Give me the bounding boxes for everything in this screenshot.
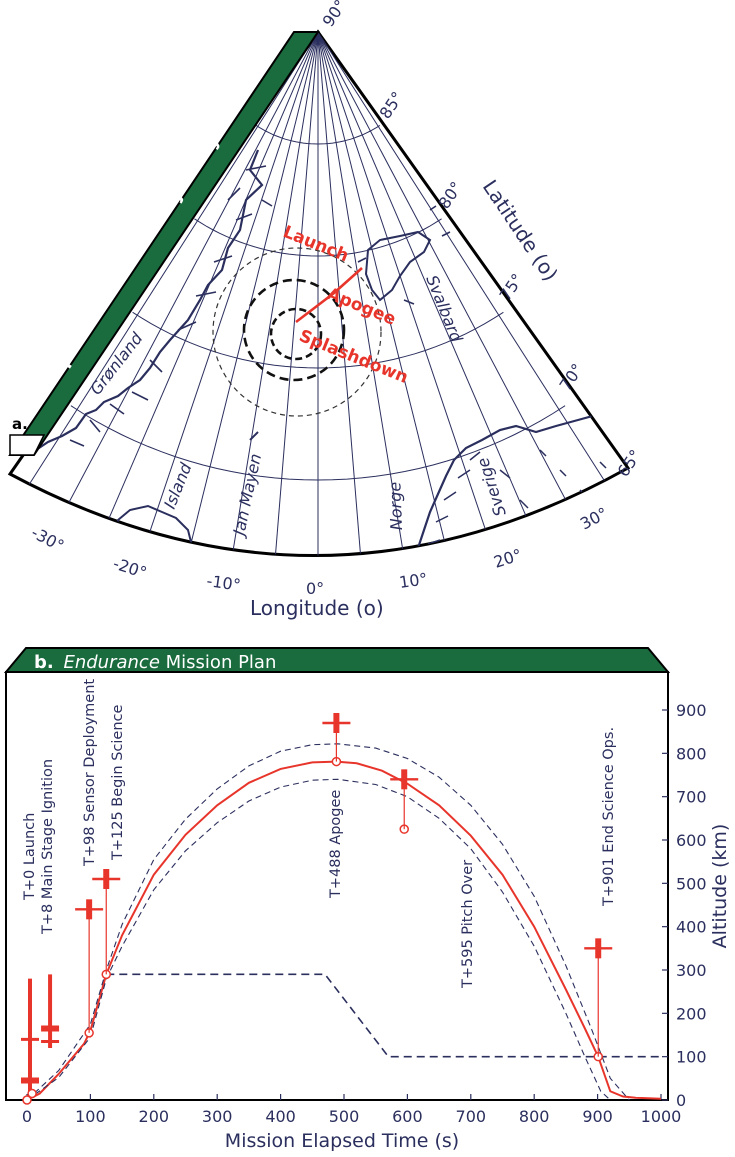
svalbard-coast <box>364 230 432 302</box>
meridian-line <box>55 32 319 528</box>
event-label-end-science: T+901 End Science Ops. <box>601 727 617 907</box>
altitude-nominal-line <box>26 760 662 1101</box>
y-axis-title: Altitude (km) <box>709 824 731 949</box>
map-interior <box>16 32 628 556</box>
x-tick-label: 300 <box>202 1107 233 1126</box>
y-tick-label: 500 <box>676 874 707 893</box>
map-panel: a. Map of Endurance Trajectory 90° 85° 8… <box>7 0 646 620</box>
event-labels: T+0 Launch T+8 Main Stage Ignition T+98 … <box>22 679 617 989</box>
payload-icon <box>595 938 602 959</box>
greenland-coast <box>21 149 264 454</box>
event-label-sensor: T+98 Sensor Deployment <box>82 679 98 867</box>
parallel-line <box>132 311 504 369</box>
meridian-line <box>317 32 454 556</box>
meridian-line <box>272 32 319 556</box>
event-label-launch: T+0 Launch <box>22 813 38 901</box>
x-tick-label: 1000 <box>641 1107 682 1126</box>
lon-label-m10: -10° <box>205 571 241 595</box>
x-tick-label: 400 <box>265 1107 296 1126</box>
meridian-line <box>96 32 319 547</box>
plot-frame <box>5 671 669 1101</box>
trajectory-track <box>295 267 363 324</box>
y-tick-label: 0 <box>676 1091 686 1110</box>
parallel-line <box>70 405 566 481</box>
altitude-lower-bound-line <box>26 778 611 1101</box>
x-tick-label: 100 <box>75 1107 106 1126</box>
meridian-line <box>138 32 319 556</box>
meridian-line <box>227 32 319 556</box>
plan-header-rest: Mission Plan <box>166 652 277 673</box>
meridian-line <box>317 32 540 547</box>
meridian-line <box>317 32 409 556</box>
mission-plan-panel: b. Endurance Mission Plan 0 100 200 300 400 5… <box>3 647 731 1152</box>
map-header-letter: a. <box>12 415 28 433</box>
plan-header-letter: b. <box>34 652 54 673</box>
event-label-apogee: T+488 Apogee <box>328 790 344 899</box>
range-circle-middle <box>242 278 346 382</box>
event-label-main-stage: T+8 Main Stage Ignition <box>40 759 56 935</box>
meridian-line <box>317 32 498 556</box>
y-tick-label: 900 <box>676 701 707 720</box>
y-tick-label: 200 <box>676 1004 707 1023</box>
meridian-line <box>317 32 581 528</box>
plot-axes: 0 100 200 300 400 500 600 700 800 900 100001002003… <box>22 701 707 1126</box>
lon-label-30: 30° <box>577 503 611 533</box>
range-circle-inner <box>269 307 323 361</box>
y-tick-label: 300 <box>676 961 707 980</box>
lon-label-m20: -20° <box>111 554 149 583</box>
lon-label-m30: -30° <box>28 523 67 556</box>
x-tick-label: 700 <box>456 1107 487 1126</box>
payload-icon <box>86 899 93 920</box>
jan-mayen <box>249 431 259 441</box>
event-label-pitch: T+595 Pitch Over <box>460 860 476 989</box>
event-marker <box>22 1095 32 1105</box>
x-tick-label: 600 <box>392 1107 423 1126</box>
scandinavia-coast <box>412 408 628 556</box>
lon-label-10: 10° <box>398 569 429 592</box>
greenland-coast-detail <box>69 165 273 447</box>
plot-series <box>26 743 662 1101</box>
meridian-line <box>16 32 319 505</box>
parallel-line <box>255 124 381 145</box>
plot-events <box>21 713 613 1105</box>
map-sector-outline <box>7 29 631 557</box>
plan-header-italic: Endurance <box>63 652 159 673</box>
svalbard-detail <box>357 205 451 305</box>
y-tick-label: 400 <box>676 918 707 937</box>
longitude-axis-title: Longitude (o) <box>250 596 384 620</box>
lon-label-0: 0° <box>306 579 324 598</box>
x-tick-label: 500 <box>329 1107 360 1126</box>
latitude-axis-title: Latitude (o) <box>478 175 563 285</box>
x-axis-title: Mission Elapsed Time (s) <box>225 1130 459 1152</box>
lat-label-65: 65° <box>614 446 646 480</box>
y-tick-label: 600 <box>676 831 707 850</box>
event-marker <box>27 1088 37 1099</box>
place-norway: Norge <box>385 481 406 530</box>
x-tick-label: 0 <box>22 1107 32 1126</box>
altitude-upper-bound-line <box>26 743 630 1101</box>
range-circle-outer <box>212 247 382 417</box>
science-altitude-threshold-line <box>106 973 661 1058</box>
x-tick-label: 200 <box>139 1107 170 1126</box>
y-tick-label: 700 <box>676 788 707 807</box>
lat-label-90: 90° <box>319 0 351 30</box>
payload-icon <box>401 769 408 790</box>
payload-icon <box>333 713 340 733</box>
x-tick-label: 800 <box>519 1107 550 1126</box>
lon-label-20: 20° <box>491 545 524 572</box>
payload-icon <box>103 869 110 889</box>
meridian-line <box>317 32 620 505</box>
plan-header-title: b. Endurance Mission Plan <box>34 652 276 673</box>
event-label-science: T+125 Begin Science <box>110 705 126 861</box>
x-tick-label: 900 <box>582 1107 613 1126</box>
y-tick-label: 800 <box>676 744 707 763</box>
y-tick-label: 100 <box>676 1048 707 1067</box>
